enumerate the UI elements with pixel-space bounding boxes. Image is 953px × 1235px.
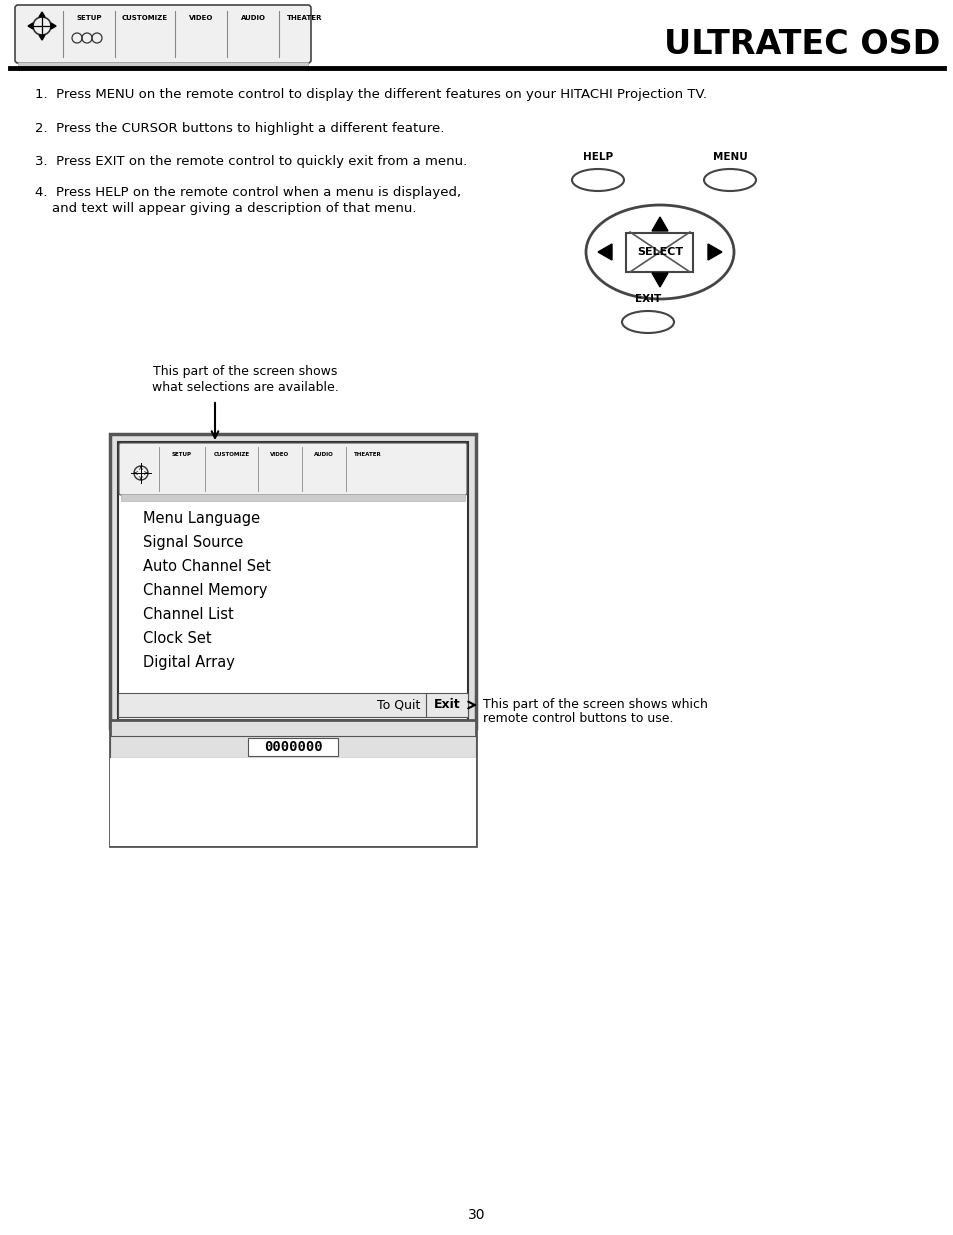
Text: Digital Array: Digital Array (143, 655, 234, 671)
Text: MENU: MENU (712, 152, 746, 162)
FancyBboxPatch shape (118, 442, 468, 720)
Polygon shape (39, 12, 45, 17)
Text: THEATER: THEATER (354, 452, 381, 457)
Polygon shape (651, 217, 667, 231)
Polygon shape (28, 23, 33, 28)
Text: CUSTOMIZE: CUSTOMIZE (213, 452, 250, 457)
FancyBboxPatch shape (121, 494, 464, 501)
Polygon shape (651, 273, 667, 287)
Text: remote control buttons to use.: remote control buttons to use. (482, 713, 673, 725)
Text: Auto Channel Set: Auto Channel Set (143, 559, 271, 574)
FancyBboxPatch shape (15, 5, 311, 63)
Text: VIDEO: VIDEO (270, 452, 290, 457)
Text: VIDEO: VIDEO (189, 15, 213, 21)
Text: ULTRATEC OSD: ULTRATEC OSD (663, 28, 939, 62)
Text: and text will appear giving a description of that menu.: and text will appear giving a descriptio… (35, 203, 416, 215)
Text: Clock Set: Clock Set (143, 631, 212, 646)
Text: Signal Source: Signal Source (143, 535, 243, 550)
Text: CUSTOMIZE: CUSTOMIZE (122, 15, 168, 21)
FancyBboxPatch shape (110, 720, 476, 846)
Text: Channel Memory: Channel Memory (143, 583, 267, 598)
FancyBboxPatch shape (18, 62, 308, 70)
Text: what selections are available.: what selections are available. (152, 382, 338, 394)
Text: 4.  Press HELP on the remote control when a menu is displayed,: 4. Press HELP on the remote control when… (35, 186, 460, 199)
FancyBboxPatch shape (110, 758, 476, 846)
FancyBboxPatch shape (110, 736, 476, 758)
Text: AUDIO: AUDIO (314, 452, 334, 457)
Text: 3.  Press EXIT on the remote control to quickly exit from a menu.: 3. Press EXIT on the remote control to q… (35, 156, 467, 168)
Text: This part of the screen shows: This part of the screen shows (152, 366, 336, 378)
Text: 2.  Press the CURSOR buttons to highlight a different feature.: 2. Press the CURSOR buttons to highlight… (35, 122, 444, 135)
Text: 1.  Press MENU on the remote control to display the different features on your H: 1. Press MENU on the remote control to d… (35, 88, 706, 101)
Text: THEATER: THEATER (287, 15, 322, 21)
Polygon shape (39, 35, 45, 40)
Text: HELP: HELP (582, 152, 613, 162)
FancyBboxPatch shape (626, 232, 693, 272)
Text: Menu Language: Menu Language (143, 511, 260, 526)
Polygon shape (598, 245, 612, 261)
Text: AUDIO: AUDIO (240, 15, 265, 21)
FancyBboxPatch shape (119, 443, 467, 495)
Polygon shape (707, 245, 721, 261)
Text: 30: 30 (468, 1208, 485, 1221)
Text: Exit: Exit (434, 699, 460, 711)
Text: Channel List: Channel List (143, 606, 233, 622)
FancyBboxPatch shape (248, 739, 337, 756)
Text: SETUP: SETUP (76, 15, 102, 21)
Text: SELECT: SELECT (637, 247, 682, 257)
Text: EXIT: EXIT (634, 294, 660, 304)
Text: SETUP: SETUP (172, 452, 192, 457)
Text: 0000000: 0000000 (263, 740, 322, 755)
Text: This part of the screen shows which: This part of the screen shows which (482, 698, 707, 711)
FancyBboxPatch shape (110, 433, 476, 727)
Polygon shape (51, 23, 56, 28)
Text: To Quit: To Quit (376, 699, 419, 711)
FancyBboxPatch shape (118, 693, 468, 718)
